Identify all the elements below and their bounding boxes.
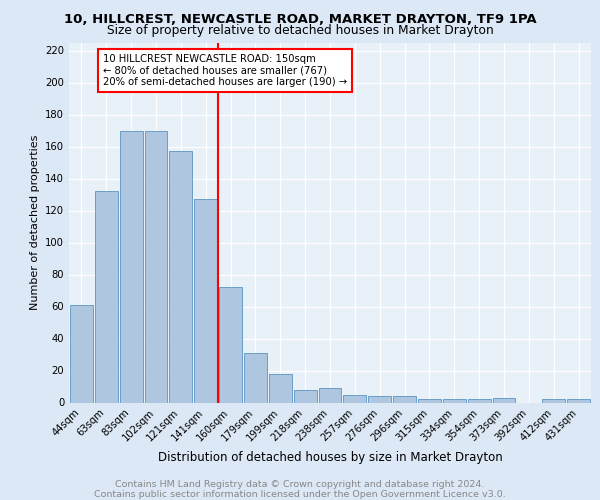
Bar [468,400,491,402]
Bar [542,400,565,402]
Y-axis label: Number of detached properties: Number of detached properties [29,135,40,310]
Bar [319,388,341,402]
Bar [269,374,292,402]
Bar [368,396,391,402]
Bar [194,200,217,402]
Text: Contains HM Land Registry data © Crown copyright and database right 2024.
Contai: Contains HM Land Registry data © Crown c… [94,480,506,499]
Bar [169,152,192,402]
Bar [219,288,242,403]
Text: 10, HILLCREST, NEWCASTLE ROAD, MARKET DRAYTON, TF9 1PA: 10, HILLCREST, NEWCASTLE ROAD, MARKET DR… [64,13,536,26]
Bar [70,305,93,402]
Bar [294,390,317,402]
Bar [244,353,267,403]
Bar [418,400,441,402]
Bar [443,400,466,402]
Bar [145,130,167,402]
Bar [493,398,515,402]
Bar [393,396,416,402]
Bar [95,192,118,402]
Bar [343,394,366,402]
Bar [120,130,143,402]
Bar [567,400,590,402]
X-axis label: Distribution of detached houses by size in Market Drayton: Distribution of detached houses by size … [158,452,502,464]
Text: 10 HILLCREST NEWCASTLE ROAD: 150sqm
← 80% of detached houses are smaller (767)
2: 10 HILLCREST NEWCASTLE ROAD: 150sqm ← 80… [103,54,347,87]
Text: Size of property relative to detached houses in Market Drayton: Size of property relative to detached ho… [107,24,493,37]
